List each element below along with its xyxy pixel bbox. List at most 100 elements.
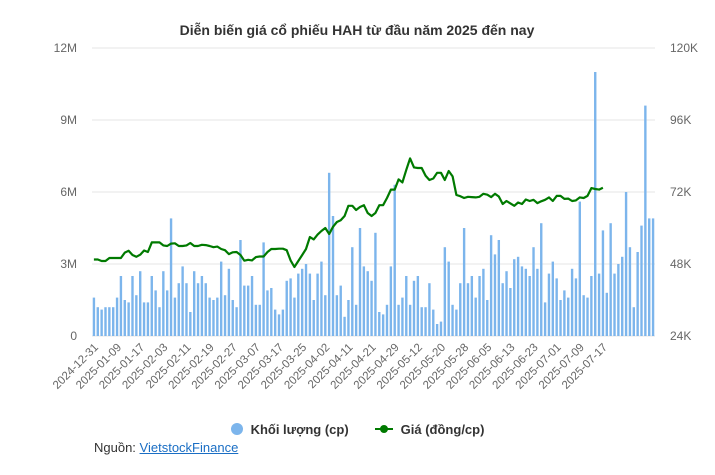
volume-bar[interactable] [536, 268, 539, 336]
volume-bar[interactable] [308, 273, 312, 336]
volume-bar[interactable] [223, 295, 227, 336]
volume-bar[interactable] [574, 278, 578, 336]
volume-bar[interactable] [231, 300, 234, 336]
volume-bar[interactable] [351, 247, 354, 336]
volume-bar[interactable] [439, 321, 443, 336]
volume-bar[interactable] [609, 223, 612, 336]
volume-bar[interactable] [354, 304, 358, 336]
volume-bar[interactable] [219, 261, 223, 336]
volume-bar[interactable] [462, 228, 466, 336]
volume-bar[interactable] [524, 268, 528, 336]
volume-bar[interactable] [590, 276, 593, 336]
volume-bar[interactable] [543, 302, 547, 336]
volume-bar[interactable] [374, 232, 377, 336]
volume-bar[interactable] [327, 172, 331, 336]
volume-bar[interactable] [489, 235, 493, 336]
volume-bar[interactable] [297, 273, 300, 336]
volume-bar[interactable] [405, 276, 408, 336]
volume-bar[interactable] [181, 266, 184, 336]
volume-bar[interactable] [540, 223, 543, 336]
volume-bar[interactable] [570, 268, 574, 336]
volume-bar[interactable] [378, 312, 381, 336]
volume-bar[interactable] [613, 273, 616, 336]
volume-bar[interactable] [601, 230, 605, 336]
volume-bar[interactable] [563, 290, 566, 336]
volume-bar[interactable] [520, 266, 524, 336]
volume-bar[interactable] [393, 184, 396, 336]
volume-bar[interactable] [266, 290, 269, 336]
volume-bar[interactable] [162, 271, 165, 336]
volume-bar[interactable] [482, 268, 485, 336]
volume-bar[interactable] [648, 218, 651, 336]
volume-bar[interactable] [112, 307, 115, 336]
price-series-line[interactable] [93, 157, 604, 269]
volume-bar[interactable] [451, 304, 454, 336]
volume-bar[interactable] [254, 304, 258, 336]
volume-bar[interactable] [320, 261, 323, 336]
volume-bar[interactable] [347, 300, 350, 336]
legend-item-price[interactable]: Giá (đồng/cp) [374, 422, 484, 437]
volume-bar[interactable] [227, 268, 231, 336]
volume-bar[interactable] [246, 285, 250, 336]
volume-bar[interactable] [443, 247, 447, 336]
volume-bar[interactable] [597, 273, 601, 336]
volume-bar[interactable] [362, 266, 366, 336]
volume-bar[interactable] [551, 261, 555, 336]
volume-bar[interactable] [435, 324, 439, 336]
volume-bar[interactable] [135, 295, 138, 336]
volume-bar[interactable] [474, 297, 477, 336]
volume-bar[interactable] [165, 290, 169, 336]
volume-bar[interactable] [300, 268, 304, 336]
legend-item-volume[interactable]: Khối lượng (cp) [230, 422, 349, 437]
volume-bar[interactable] [273, 309, 277, 336]
volume-bar[interactable] [250, 276, 254, 336]
volume-bar[interactable] [270, 288, 273, 336]
volume-bar[interactable] [401, 297, 404, 336]
volume-bar[interactable] [127, 302, 130, 336]
volume-bar[interactable] [528, 276, 531, 336]
volume-bar[interactable] [621, 256, 624, 336]
volume-bar[interactable] [316, 273, 319, 336]
volume-bar[interactable] [532, 247, 535, 336]
volume-bar[interactable] [644, 105, 647, 336]
volume-bar[interactable] [555, 278, 558, 336]
volume-bar[interactable] [150, 276, 153, 336]
volume-bar[interactable] [632, 307, 635, 336]
volume-bar[interactable] [559, 300, 562, 336]
volume-bar[interactable] [216, 297, 219, 336]
volume-bar[interactable] [617, 264, 620, 336]
volume-bar[interactable] [108, 307, 111, 336]
volume-bar[interactable] [624, 192, 628, 336]
volume-bar[interactable] [100, 309, 103, 336]
volume-bar[interactable] [285, 280, 288, 336]
volume-bar[interactable] [366, 271, 369, 336]
volume-bar[interactable] [505, 271, 508, 336]
volume-bar[interactable] [146, 302, 150, 336]
volume-bar[interactable] [493, 254, 497, 336]
volume-bar[interactable] [586, 297, 589, 336]
volume-bar[interactable] [212, 300, 215, 336]
volume-bar[interactable] [594, 72, 597, 336]
volume-bar[interactable] [339, 285, 342, 336]
volume-bar[interactable] [547, 273, 551, 336]
volume-bar[interactable] [509, 288, 512, 336]
volume-bar[interactable] [497, 240, 501, 336]
volume-bar[interactable] [516, 256, 520, 336]
volume-bar[interactable] [432, 309, 435, 336]
volume-bar[interactable] [455, 309, 458, 336]
volume-bar[interactable] [343, 316, 346, 336]
volume-bar[interactable] [177, 283, 180, 336]
volume-bar[interactable] [513, 259, 516, 336]
volume-bar[interactable] [169, 218, 173, 336]
volume-bar[interactable] [104, 307, 107, 336]
volume-bar[interactable] [115, 297, 119, 336]
volume-bar[interactable] [208, 297, 211, 336]
source-link[interactable]: VietstockFinance [139, 440, 239, 455]
volume-bar[interactable] [605, 292, 608, 336]
volume-bar[interactable] [185, 283, 188, 336]
volume-bar[interactable] [358, 228, 362, 336]
volume-bar[interactable] [636, 252, 639, 336]
volume-bar[interactable] [119, 276, 123, 336]
volume-bar[interactable] [281, 309, 285, 336]
volume-bar[interactable] [381, 314, 385, 336]
